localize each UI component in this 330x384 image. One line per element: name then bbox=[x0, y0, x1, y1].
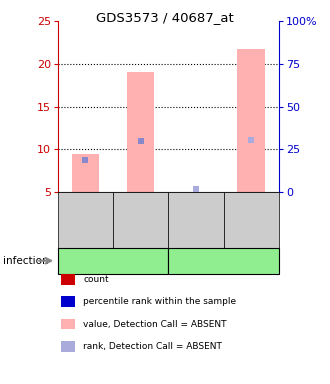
Text: GSM321605: GSM321605 bbox=[191, 192, 200, 247]
Bar bbox=[72, 154, 99, 192]
Text: percentile rank within the sample: percentile rank within the sample bbox=[83, 297, 236, 306]
Text: C. pneumonia: C. pneumonia bbox=[74, 256, 152, 266]
Text: GSM321607: GSM321607 bbox=[81, 192, 90, 247]
Text: value, Detection Call = ABSENT: value, Detection Call = ABSENT bbox=[83, 319, 227, 329]
Text: GSM321606: GSM321606 bbox=[247, 192, 256, 247]
Text: GDS3573 / 40687_at: GDS3573 / 40687_at bbox=[96, 11, 234, 24]
Bar bbox=[237, 49, 265, 192]
Text: rank, Detection Call = ABSENT: rank, Detection Call = ABSENT bbox=[83, 342, 222, 351]
Text: infection: infection bbox=[3, 256, 49, 266]
Text: control: control bbox=[204, 256, 243, 266]
Text: count: count bbox=[83, 275, 109, 284]
Text: GSM321608: GSM321608 bbox=[136, 192, 145, 247]
Bar bbox=[127, 73, 154, 192]
